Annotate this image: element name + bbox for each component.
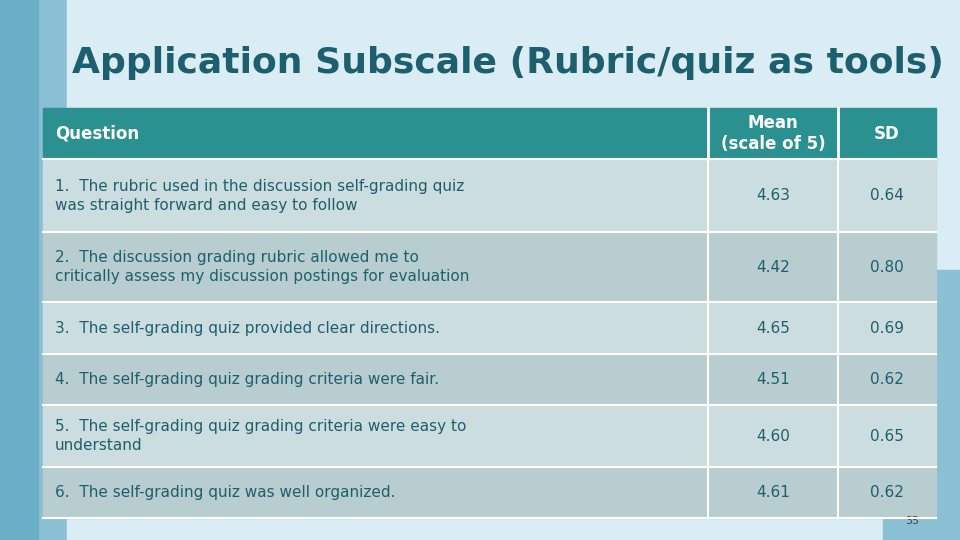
Text: 4.63: 4.63: [756, 188, 790, 203]
Text: Mean
(scale of 5): Mean (scale of 5): [721, 114, 826, 153]
Text: 6.  The self-grading quiz was well organized.: 6. The self-grading quiz was well organi…: [55, 485, 396, 500]
Text: 0.69: 0.69: [870, 321, 904, 335]
Text: 4.42: 4.42: [756, 260, 790, 275]
Text: 2.  The discussion grading rubric allowed me to
critically assess my discussion : 2. The discussion grading rubric allowed…: [55, 251, 469, 284]
Text: 0.62: 0.62: [870, 485, 903, 500]
Text: 5.  The self-grading quiz grading criteria were easy to
understand: 5. The self-grading quiz grading criteri…: [55, 419, 467, 453]
Text: 4.61: 4.61: [756, 485, 790, 500]
Text: 4.65: 4.65: [756, 321, 790, 335]
Text: Application Subscale (Rubric/quiz as tools): Application Subscale (Rubric/quiz as too…: [72, 46, 944, 80]
Text: 1.  The rubric used in the discussion self-grading quiz
was straight forward and: 1. The rubric used in the discussion sel…: [55, 179, 464, 213]
Text: 4.60: 4.60: [756, 429, 790, 443]
Text: 3.  The self-grading quiz provided clear directions.: 3. The self-grading quiz provided clear …: [55, 321, 440, 335]
Text: 0.62: 0.62: [870, 372, 903, 387]
Text: SD: SD: [874, 125, 900, 143]
Text: 0.64: 0.64: [870, 188, 903, 203]
Text: 0.65: 0.65: [870, 429, 903, 443]
Text: 35: 35: [905, 516, 920, 526]
Text: Question: Question: [55, 125, 139, 143]
Text: 0.80: 0.80: [870, 260, 903, 275]
Text: 4.  The self-grading quiz grading criteria were fair.: 4. The self-grading quiz grading criteri…: [55, 372, 439, 387]
Text: 4.51: 4.51: [756, 372, 790, 387]
